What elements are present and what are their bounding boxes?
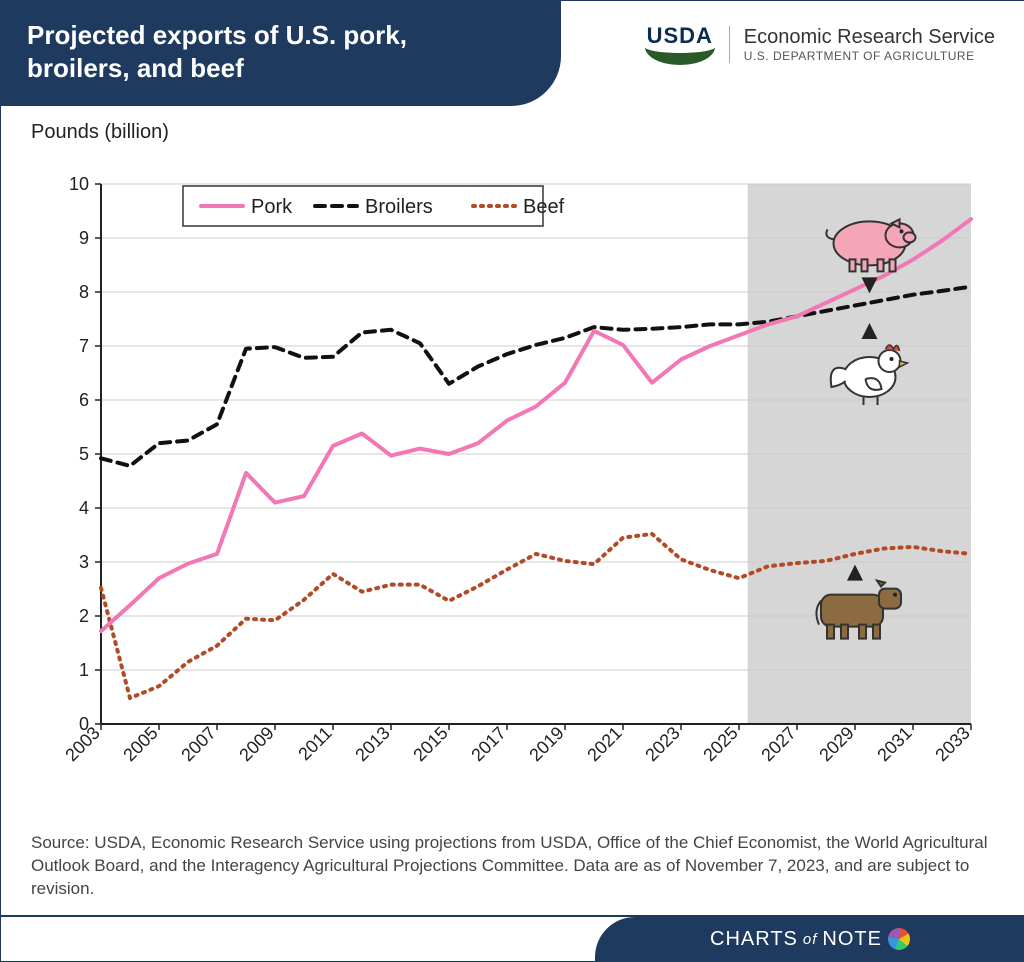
svg-text:2019: 2019: [525, 723, 567, 765]
svg-text:2009: 2009: [235, 723, 277, 765]
svg-text:2017: 2017: [467, 723, 509, 765]
chart-area: Pounds (billion) 01234567891020032005200…: [31, 121, 995, 821]
usda-swoosh-icon: [645, 47, 715, 65]
svg-text:2027: 2027: [757, 723, 799, 765]
line-chart: 0123456789102003200520072009201120132015…: [31, 144, 995, 814]
svg-text:Broilers: Broilers: [365, 196, 433, 218]
chart-card: Projected exports of U.S. pork, broilers…: [0, 0, 1024, 962]
svg-text:2021: 2021: [583, 723, 625, 765]
svg-text:2007: 2007: [177, 723, 219, 765]
usda-short: USDA: [647, 23, 713, 49]
svg-text:2025: 2025: [699, 723, 741, 765]
chart-title: Projected exports of U.S. pork, broilers…: [27, 19, 507, 84]
svg-text:2013: 2013: [351, 723, 393, 765]
source-note: Source: USDA, Economic Research Service …: [31, 832, 995, 901]
footer-left: CHARTS: [710, 928, 798, 951]
svg-text:2029: 2029: [815, 723, 857, 765]
svg-text:7: 7: [79, 336, 89, 356]
svg-text:6: 6: [79, 390, 89, 410]
ers-sub: U.S. DEPARTMENT OF AGRICULTURE: [744, 49, 995, 63]
svg-text:2023: 2023: [641, 723, 683, 765]
svg-text:Beef: Beef: [523, 196, 565, 218]
svg-text:2005: 2005: [119, 723, 161, 765]
svg-text:2003: 2003: [61, 723, 103, 765]
y-axis-label: Pounds (billion): [31, 121, 995, 144]
footer-right: NOTE: [822, 928, 882, 951]
footer-badge: CHARTS of NOTE: [595, 917, 1024, 961]
svg-text:2031: 2031: [873, 723, 915, 765]
svg-text:2015: 2015: [409, 723, 451, 765]
usda-branding: USDA Economic Research Service U.S. DEPA…: [645, 23, 995, 65]
svg-text:3: 3: [79, 552, 89, 572]
ers-main: Economic Research Service: [744, 26, 995, 49]
svg-text:2: 2: [79, 606, 89, 626]
svg-text:2033: 2033: [931, 723, 973, 765]
svg-text:9: 9: [79, 228, 89, 248]
svg-text:2011: 2011: [294, 723, 336, 765]
svg-text:Pork: Pork: [251, 196, 293, 218]
svg-text:1: 1: [79, 660, 89, 680]
usda-logo-icon: USDA: [645, 23, 715, 65]
svg-text:10: 10: [69, 174, 89, 194]
svg-text:8: 8: [79, 282, 89, 302]
svg-text:4: 4: [79, 498, 89, 518]
svg-text:5: 5: [79, 444, 89, 464]
ers-text: Economic Research Service U.S. DEPARTMEN…: [729, 26, 995, 63]
header: Projected exports of U.S. pork, broilers…: [1, 1, 1024, 106]
pie-icon: [888, 928, 910, 950]
footer-mid: of: [803, 931, 818, 948]
